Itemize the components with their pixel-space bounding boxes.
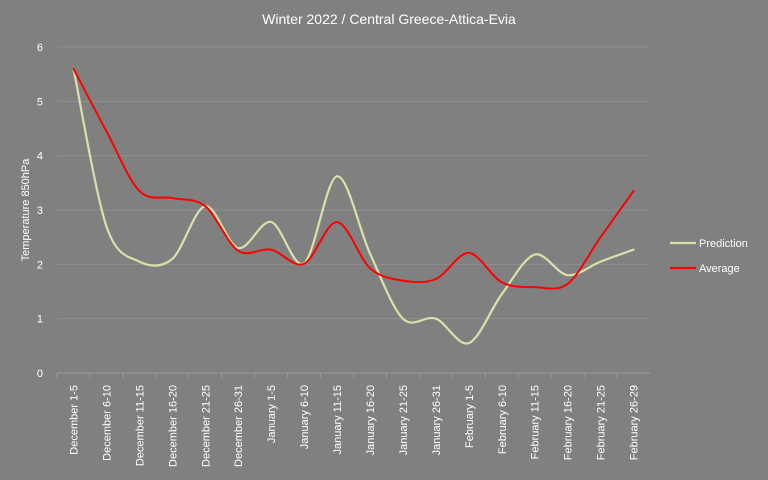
- y-tick-label: 5: [37, 96, 43, 108]
- x-tick-label: December 16-20: [167, 385, 179, 467]
- x-tick-label: January 26-31: [431, 385, 443, 455]
- x-tick-label: February 16-20: [563, 385, 575, 460]
- gridlines: [57, 46, 650, 374]
- series-line-prediction: [72, 67, 635, 345]
- x-tick-label: February 6-10: [497, 385, 509, 454]
- x-tick-label: January 21-25: [398, 385, 410, 455]
- legend: Prediction Average: [670, 238, 748, 275]
- series-lines: [72, 67, 635, 345]
- x-tick-label: February 26-29: [629, 385, 641, 460]
- y-tick-label: 4: [37, 151, 43, 163]
- x-tick-label: February 21-25: [596, 385, 608, 460]
- y-tick-label: 2: [37, 259, 43, 271]
- x-tick-label: December 6-10: [101, 385, 113, 461]
- x-tick-label: December 1-5: [68, 385, 80, 455]
- x-tick-label: January 11-15: [332, 385, 344, 455]
- x-tick-label: January 16-20: [365, 385, 377, 455]
- y-axis-ticks: 0 1 2 3 4 5 6: [37, 42, 43, 380]
- y-tick-label: 6: [37, 42, 43, 54]
- y-tick-label: 0: [37, 368, 43, 380]
- x-tick-label: February 11-15: [530, 385, 542, 459]
- y-axis-label: Temperature 850hPa: [20, 158, 32, 262]
- series-line-average: [72, 67, 635, 290]
- legend-label: Average: [699, 263, 740, 275]
- x-tick-label: December 11-15: [134, 385, 146, 466]
- y-tick-label: 1: [37, 314, 43, 326]
- legend-label: Prediction: [699, 238, 748, 250]
- x-tick-label: January 1-5: [266, 385, 278, 443]
- x-axis-ticks: December 1-5 December 6-10 December 11-15 D…: [56, 373, 641, 467]
- x-tick-label: January 6-10: [299, 385, 311, 449]
- x-tick-label: December 26-31: [233, 385, 245, 467]
- x-tick-label: December 21-25: [200, 385, 212, 467]
- chart-title: Winter 2022 / Central Greece-Attica-Evia: [262, 11, 516, 27]
- x-tick-label: February 1-5: [464, 385, 476, 448]
- y-tick-label: 3: [37, 205, 43, 217]
